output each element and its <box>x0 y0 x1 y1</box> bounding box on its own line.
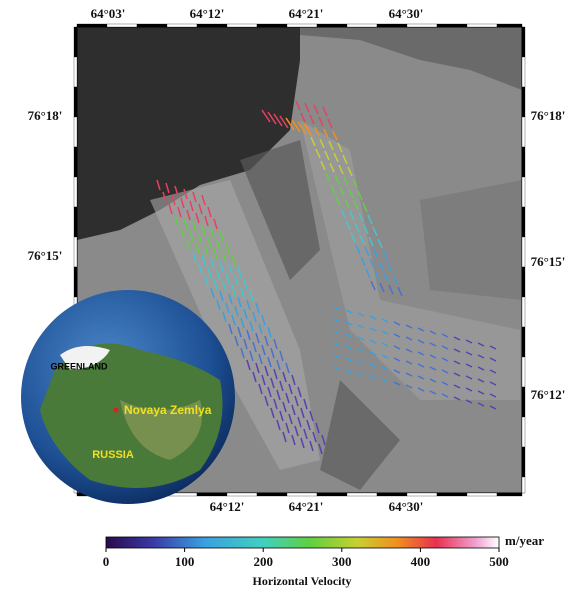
border-segment <box>522 57 525 87</box>
border-segment <box>74 87 77 117</box>
border-segment <box>522 207 525 237</box>
coordinate-label: 64°30' <box>389 499 424 514</box>
border-segment <box>522 387 525 417</box>
coordinate-label: 76°15' <box>28 248 63 263</box>
border-segment <box>197 24 227 27</box>
border-segment <box>197 493 227 496</box>
coordinate-label: 76°15' <box>531 254 566 269</box>
inset-label: Novaya Zemlya <box>124 403 212 417</box>
border-segment <box>437 493 467 496</box>
border-segment <box>74 177 77 207</box>
border-segment <box>467 493 497 496</box>
border-segment <box>74 207 77 237</box>
colorbar-tick-label: 500 <box>489 554 509 569</box>
border-segment <box>74 117 77 147</box>
border-segment <box>522 87 525 117</box>
border-segment <box>407 24 437 27</box>
border-segment <box>522 27 525 57</box>
border-segment <box>317 493 347 496</box>
border-segment <box>227 24 257 27</box>
colorbar-title: Horizontal Velocity <box>253 574 352 588</box>
border-segment <box>522 297 525 327</box>
border-segment <box>522 177 525 207</box>
border-segment <box>522 357 525 387</box>
border-segment <box>77 24 107 27</box>
coordinate-label: 64°12' <box>210 499 245 514</box>
inset-globe <box>21 290 235 504</box>
border-segment <box>497 24 522 27</box>
colorbar <box>106 537 499 548</box>
figure: GREENLAND Novaya Zemlya RUSSIA 0 100 200 300 4… <box>0 0 570 594</box>
colorbar-tick-label: 300 <box>332 554 352 569</box>
colorbar-tick-label: 100 <box>175 554 195 569</box>
colorbar-tick-label: 0 <box>103 554 110 569</box>
coordinate-label: 64°12' <box>190 6 225 21</box>
coordinate-label: 76°18' <box>28 108 63 123</box>
border-segment <box>347 24 377 27</box>
border-segment <box>522 117 525 147</box>
coordinate-label: 64°03' <box>91 6 126 21</box>
coordinate-label: 64°21' <box>289 499 324 514</box>
inset-label: RUSSIA <box>92 449 134 461</box>
border-segment <box>467 24 497 27</box>
coordinate-label: 64°30' <box>389 6 424 21</box>
coordinate-label: 76°18' <box>531 108 566 123</box>
border-segment <box>347 493 377 496</box>
border-segment <box>167 24 197 27</box>
border-segment <box>74 147 77 177</box>
border-segment <box>522 267 525 297</box>
border-segment <box>522 327 525 357</box>
border-segment <box>74 27 77 57</box>
border-segment <box>74 267 77 297</box>
border-segment <box>377 493 407 496</box>
inset-label: GREENLAND <box>50 361 108 371</box>
border-segment <box>437 24 467 27</box>
border-segment <box>257 493 287 496</box>
border-segment <box>522 447 525 477</box>
border-segment <box>522 417 525 447</box>
border-segment <box>137 24 167 27</box>
border-segment <box>497 493 522 496</box>
border-segment <box>522 237 525 267</box>
border-segment <box>257 24 287 27</box>
colorbar-tick-label: 200 <box>253 554 273 569</box>
border-segment <box>317 24 347 27</box>
border-segment <box>74 57 77 87</box>
colorbar-unit: m/year <box>505 533 544 548</box>
border-segment <box>74 237 77 267</box>
coordinate-label: 64°21' <box>289 6 324 21</box>
border-segment <box>107 24 137 27</box>
border-segment <box>287 493 317 496</box>
border-segment <box>407 493 437 496</box>
colorbar-tick-label: 400 <box>411 554 431 569</box>
border-segment <box>227 493 257 496</box>
border-segment <box>522 477 525 493</box>
border-segment <box>287 24 317 27</box>
border-segment <box>522 147 525 177</box>
border-segment <box>377 24 407 27</box>
coordinate-label: 76°12' <box>531 387 566 402</box>
